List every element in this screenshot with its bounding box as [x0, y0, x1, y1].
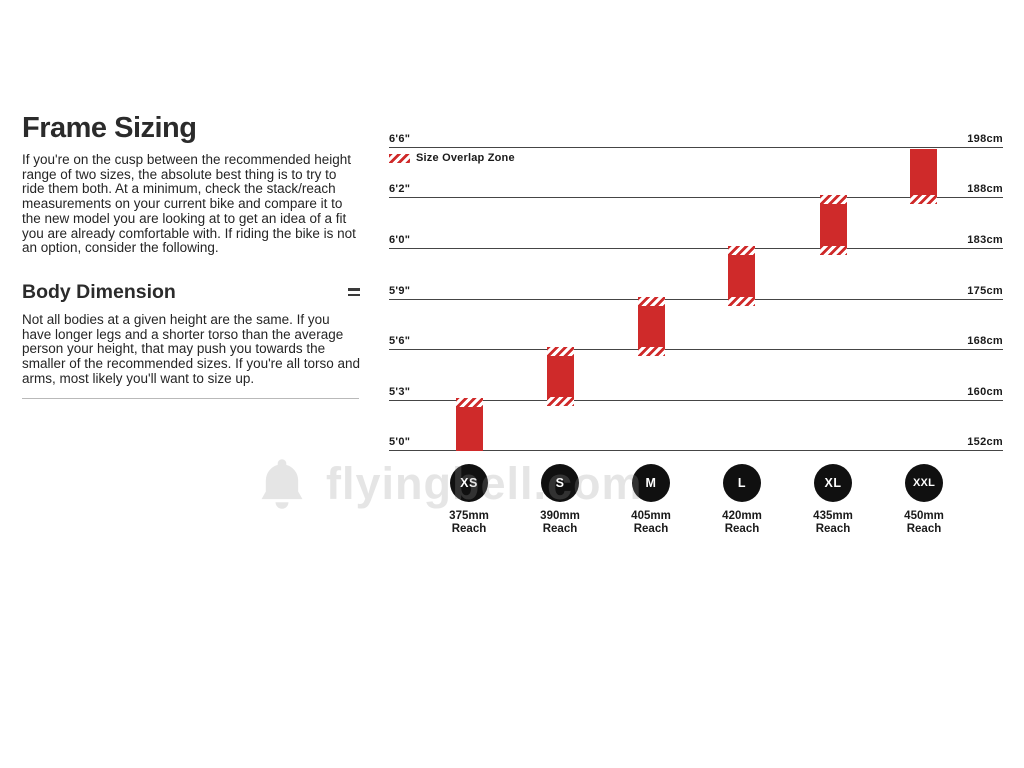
equals-toggle-icon[interactable] — [348, 288, 360, 297]
left-text-panel: Frame Sizing If you're on the cusp betwe… — [22, 112, 360, 400]
size-letter: XXL — [913, 477, 935, 489]
height-tick-metric: 188cm — [967, 183, 1003, 195]
size-badge-s: S — [541, 464, 579, 502]
size-bar-l — [728, 246, 755, 306]
reach-value: 375mm — [449, 510, 489, 522]
size-bar-xs — [456, 398, 483, 451]
size-column-m: M 405mm Reach — [606, 464, 696, 535]
size-badge-xl: XL — [814, 464, 852, 502]
intro-paragraph: If you're on the cusp between the recomm… — [22, 152, 356, 256]
grid-row: 5'3" 160cm — [389, 385, 1003, 401]
reach-word: Reach — [451, 522, 487, 535]
reach-word: Reach — [906, 522, 942, 535]
height-tick-metric: 152cm — [967, 436, 1003, 448]
reach-word: Reach — [633, 522, 669, 535]
bar-solid — [638, 306, 665, 347]
reach-label: 405mm Reach — [606, 510, 696, 535]
overlap-hatch-top — [547, 347, 574, 356]
height-tick-metric: 168cm — [967, 335, 1003, 347]
size-bar-s — [547, 347, 574, 406]
height-tick-imperial: 5'6" — [389, 335, 411, 347]
height-tick-imperial: 5'0" — [389, 436, 411, 448]
overlap-hatch-bottom — [728, 297, 755, 306]
size-column-l: L 420mm Reach — [697, 464, 787, 535]
height-tick-imperial: 6'6" — [389, 133, 411, 145]
reach-value: 405mm — [631, 510, 671, 522]
body-dimension-paragraph: Not all bodies at a given height are the… — [22, 311, 360, 386]
size-column-xs: XS 375mm Reach — [424, 464, 514, 535]
reach-value: 450mm — [904, 510, 944, 522]
reach-label: 375mm Reach — [424, 510, 514, 535]
reach-word: Reach — [815, 522, 851, 535]
size-bar-xl — [820, 195, 847, 255]
grid-row: 6'2" 188cm — [389, 182, 1003, 198]
height-tick-metric: 175cm — [967, 285, 1003, 297]
size-letter: S — [555, 476, 565, 490]
reach-value: 435mm — [813, 510, 853, 522]
size-badge-xs: XS — [450, 464, 488, 502]
size-letter: XS — [460, 476, 478, 490]
overlap-hatch-bottom — [820, 246, 847, 255]
overlap-hatch-bottom — [638, 347, 665, 356]
overlap-hatch-top — [820, 195, 847, 204]
reach-label: 435mm Reach — [788, 510, 878, 535]
overlap-hatch-top — [456, 398, 483, 407]
overlap-zone-swatch-icon — [389, 153, 410, 163]
height-tick-imperial: 6'0" — [389, 234, 411, 246]
size-badge-xxl: XXL — [905, 464, 943, 502]
legend-label: Size Overlap Zone — [416, 152, 515, 164]
reach-value: 390mm — [540, 510, 580, 522]
bar-solid — [820, 204, 847, 246]
body-dimension-header: Body Dimension — [22, 281, 360, 304]
size-bar-m — [638, 297, 665, 356]
size-letter: M — [645, 476, 657, 490]
height-tick-imperial: 5'3" — [389, 386, 411, 398]
reach-word: Reach — [724, 522, 760, 535]
size-bar-xxl — [910, 149, 937, 204]
bar-solid — [910, 149, 937, 195]
height-tick-metric: 183cm — [967, 234, 1003, 246]
reach-value: 420mm — [722, 510, 762, 522]
grid-row: 6'0" 183cm — [389, 233, 1003, 249]
height-tick-imperial: 5'9" — [389, 285, 411, 297]
grid-row: 5'9" 175cm — [389, 284, 1003, 300]
reach-word: Reach — [542, 522, 578, 535]
size-column-xl: XL 435mm Reach — [788, 464, 878, 535]
reach-label: 390mm Reach — [515, 510, 605, 535]
body-dimension-title: Body Dimension — [22, 280, 176, 303]
grid-row: 6'6" 198cm — [389, 132, 1003, 148]
bar-solid — [456, 407, 483, 451]
size-letter: L — [737, 476, 747, 490]
overlap-hatch-top — [728, 246, 755, 255]
height-tick-metric: 198cm — [967, 133, 1003, 145]
height-tick-metric: 160cm — [967, 386, 1003, 398]
size-badge-m: M — [632, 464, 670, 502]
overlap-hatch-top — [638, 297, 665, 306]
grid-row: 5'0" 152cm — [389, 435, 1003, 451]
chart-legend: Size Overlap Zone — [389, 152, 515, 164]
size-column-s: S 390mm Reach — [515, 464, 605, 535]
reach-label: 420mm Reach — [697, 510, 787, 535]
overlap-hatch-bottom — [547, 397, 574, 406]
size-column-xxl: XXL 450mm Reach — [879, 464, 969, 535]
grid-row: 5'6" 168cm — [389, 334, 1003, 350]
overlap-hatch-bottom — [910, 195, 937, 204]
bar-solid — [547, 356, 574, 397]
height-tick-imperial: 6'2" — [389, 183, 411, 195]
size-letter: XL — [824, 476, 842, 490]
reach-label: 450mm Reach — [879, 510, 969, 535]
page-title: Frame Sizing — [22, 112, 197, 144]
size-badge-l: L — [723, 464, 761, 502]
bar-solid — [728, 255, 755, 297]
section-divider — [22, 398, 359, 400]
